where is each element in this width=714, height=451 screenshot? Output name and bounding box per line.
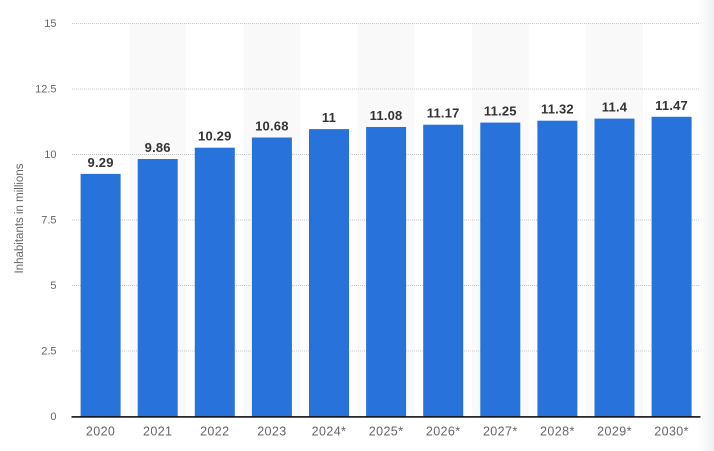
svg-text:2030*: 2030* [654, 425, 689, 439]
svg-text:11.08: 11.08 [370, 108, 403, 123]
svg-text:9.86: 9.86 [145, 140, 171, 155]
svg-text:2028*: 2028* [540, 425, 575, 439]
svg-text:2020: 2020 [86, 425, 115, 439]
svg-text:11.47: 11.47 [655, 98, 688, 113]
svg-text:11.17: 11.17 [427, 106, 460, 121]
svg-text:2024*: 2024* [312, 425, 347, 439]
svg-text:10.68: 10.68 [255, 119, 289, 134]
svg-text:2.5: 2.5 [41, 346, 56, 358]
svg-text:2025*: 2025* [369, 425, 404, 439]
svg-text:12.5: 12.5 [35, 84, 56, 96]
svg-text:11.4: 11.4 [602, 100, 628, 115]
svg-text:10: 10 [44, 149, 56, 161]
svg-text:15: 15 [44, 18, 56, 30]
svg-text:11.32: 11.32 [541, 102, 574, 117]
svg-text:5: 5 [50, 280, 56, 292]
svg-text:Inhabitants in millions: Inhabitants in millions [14, 163, 26, 273]
svg-text:9.29: 9.29 [88, 155, 114, 170]
svg-text:0: 0 [50, 411, 56, 423]
svg-text:7.5: 7.5 [41, 215, 56, 227]
svg-text:10.29: 10.29 [198, 129, 232, 144]
svg-text:2026*: 2026* [426, 425, 461, 439]
svg-text:2027*: 2027* [483, 425, 518, 439]
svg-text:11: 11 [322, 110, 336, 125]
svg-text:2022: 2022 [200, 425, 229, 439]
svg-text:2023: 2023 [257, 425, 286, 439]
svg-text:11.25: 11.25 [484, 104, 517, 119]
svg-text:2029*: 2029* [597, 425, 632, 439]
svg-text:2021: 2021 [143, 425, 172, 439]
